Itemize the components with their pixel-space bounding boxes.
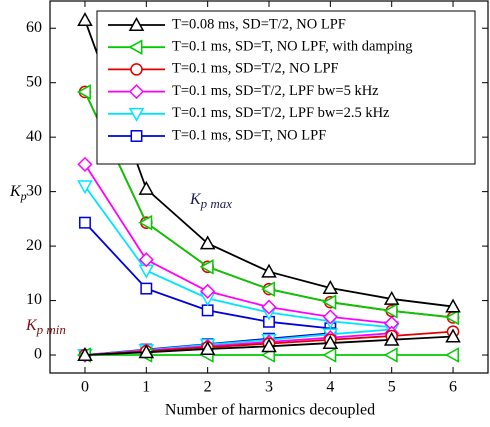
data-point — [383, 347, 398, 363]
data-point — [261, 299, 277, 315]
data-point — [140, 282, 153, 295]
data-point — [383, 290, 400, 305]
legend-box — [96, 10, 476, 165]
data-point — [260, 281, 275, 297]
legend-label: T=0.1 ms, SD=T, NO LPF, with damping — [172, 39, 413, 55]
data-point — [383, 303, 398, 319]
legend-marker — [128, 107, 145, 122]
data-point — [200, 283, 216, 299]
x-tick-label: 2 — [204, 379, 212, 396]
annotation-sub: p min — [36, 322, 66, 337]
data-point — [77, 156, 93, 172]
annotation-sub: p max — [200, 196, 233, 211]
legend-label: T=0.1 ms, SD=T, NO LPF — [172, 127, 326, 143]
y-tick-label: 0 — [34, 346, 42, 363]
data-point — [138, 344, 155, 359]
y-axis-label: Kp — [9, 183, 27, 203]
y-tick-label: 40 — [26, 128, 42, 145]
annotation: Kp max — [189, 191, 232, 211]
legend-label: T=0.1 ms, SD=T/2, NO LPF — [172, 61, 339, 77]
legend: T=0.08 ms, SD=T/2, NO LPF T=0.1 ms, SD=T,… — [96, 10, 476, 165]
x-tick-label: 0 — [81, 379, 89, 396]
data-point — [383, 331, 400, 346]
data-point — [79, 216, 91, 229]
legend-marker — [128, 16, 145, 31]
data-point — [199, 259, 214, 275]
legend-label: T=0.1 ms, SD=T/2, LPF bw=5 kHz — [172, 83, 379, 99]
data-point — [322, 294, 337, 310]
data-point — [444, 309, 459, 326]
y-tick-label: 10 — [26, 291, 42, 308]
legend-label: T=0.08 ms, SD=T/2, NO LPF — [172, 16, 346, 32]
data-point — [261, 338, 277, 353]
data-point — [445, 328, 461, 343]
data-point — [76, 84, 91, 100]
x-tick-label: 4 — [326, 379, 334, 396]
data-point — [444, 347, 459, 363]
x-tick-label: 5 — [388, 379, 396, 396]
data-point — [322, 347, 337, 363]
y-tick-label: 20 — [26, 237, 42, 254]
legend-marker — [128, 84, 145, 100]
data-point — [138, 252, 154, 268]
y-label-main: K — [9, 183, 22, 200]
y-tick-label: 60 — [26, 19, 42, 36]
data-point — [77, 12, 93, 27]
data-point — [261, 263, 277, 278]
data-point — [322, 279, 339, 294]
annotation: Kp min — [25, 317, 66, 337]
x-axis-label: Number of harmonics decoupled — [165, 402, 375, 419]
data-point — [199, 340, 216, 355]
y-tick-label: 30 — [26, 182, 42, 199]
series-line — [84, 185, 392, 329]
data-point — [322, 334, 339, 349]
data-point — [77, 346, 93, 361]
legend-label: T=0.1 ms, SD=T/2, LPF bw=2.5 kHz — [172, 105, 390, 121]
data-point — [201, 304, 214, 317]
legend-marker — [128, 39, 143, 55]
data-point — [77, 180, 93, 195]
data-point — [138, 180, 155, 195]
y-label-sub: p — [20, 189, 27, 203]
x-tick-label: 1 — [142, 379, 150, 396]
legend-marker — [130, 63, 143, 76]
annotation-main: K — [25, 317, 38, 334]
x-tick-label: 3 — [265, 379, 273, 396]
data-point — [199, 235, 216, 250]
legend-marker — [130, 130, 143, 142]
y-tick-label: 50 — [26, 73, 42, 90]
data-point — [445, 298, 461, 313]
data-point — [138, 214, 153, 231]
data-point — [322, 309, 338, 325]
annotation-main: K — [189, 191, 202, 208]
series-line — [84, 163, 392, 325]
x-tick-label: 6 — [449, 379, 457, 396]
